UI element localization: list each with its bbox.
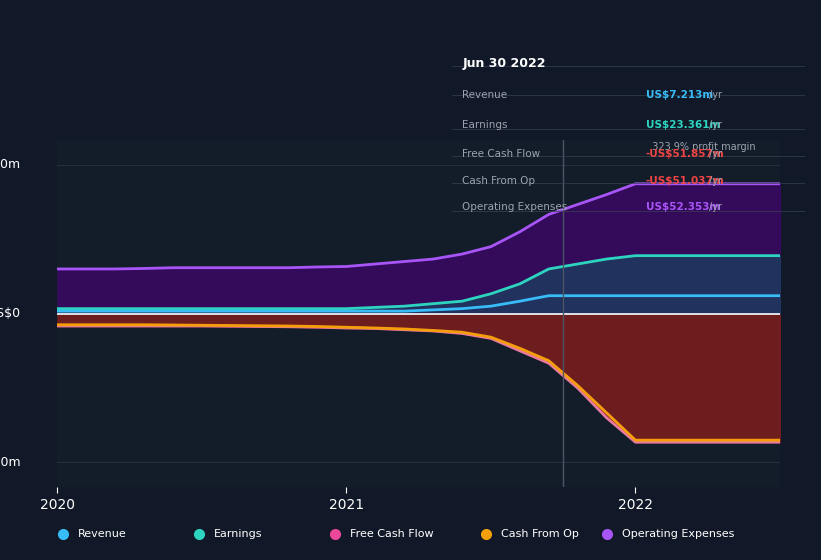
Text: Operating Expenses: Operating Expenses: [462, 203, 567, 212]
Text: US$23.361m: US$23.361m: [646, 120, 720, 130]
Text: Revenue: Revenue: [78, 529, 127, 539]
Text: US$7.213m: US$7.213m: [646, 90, 713, 100]
Text: US$60m: US$60m: [0, 158, 21, 171]
Text: Earnings: Earnings: [462, 120, 507, 130]
Text: -US$51.857m: -US$51.857m: [646, 149, 724, 158]
Text: Free Cash Flow: Free Cash Flow: [462, 149, 540, 158]
Text: US$0: US$0: [0, 307, 21, 320]
Text: /yr: /yr: [709, 149, 722, 158]
Text: Cash From Op: Cash From Op: [501, 529, 579, 539]
Text: Earnings: Earnings: [214, 529, 263, 539]
Text: /yr: /yr: [709, 120, 722, 130]
Text: Revenue: Revenue: [462, 90, 507, 100]
Text: Cash From Op: Cash From Op: [462, 176, 535, 185]
Text: /yr: /yr: [709, 90, 722, 100]
Text: Operating Expenses: Operating Expenses: [622, 529, 734, 539]
Text: -US$60m: -US$60m: [0, 456, 21, 469]
Text: Jun 30 2022: Jun 30 2022: [462, 57, 546, 71]
Text: 323.9% profit margin: 323.9% profit margin: [646, 142, 755, 152]
Text: Free Cash Flow: Free Cash Flow: [350, 529, 433, 539]
Text: -US$51.037m: -US$51.037m: [646, 176, 724, 185]
Text: /yr: /yr: [709, 203, 722, 212]
Text: /yr: /yr: [709, 176, 722, 185]
Text: US$52.353m: US$52.353m: [646, 203, 720, 212]
